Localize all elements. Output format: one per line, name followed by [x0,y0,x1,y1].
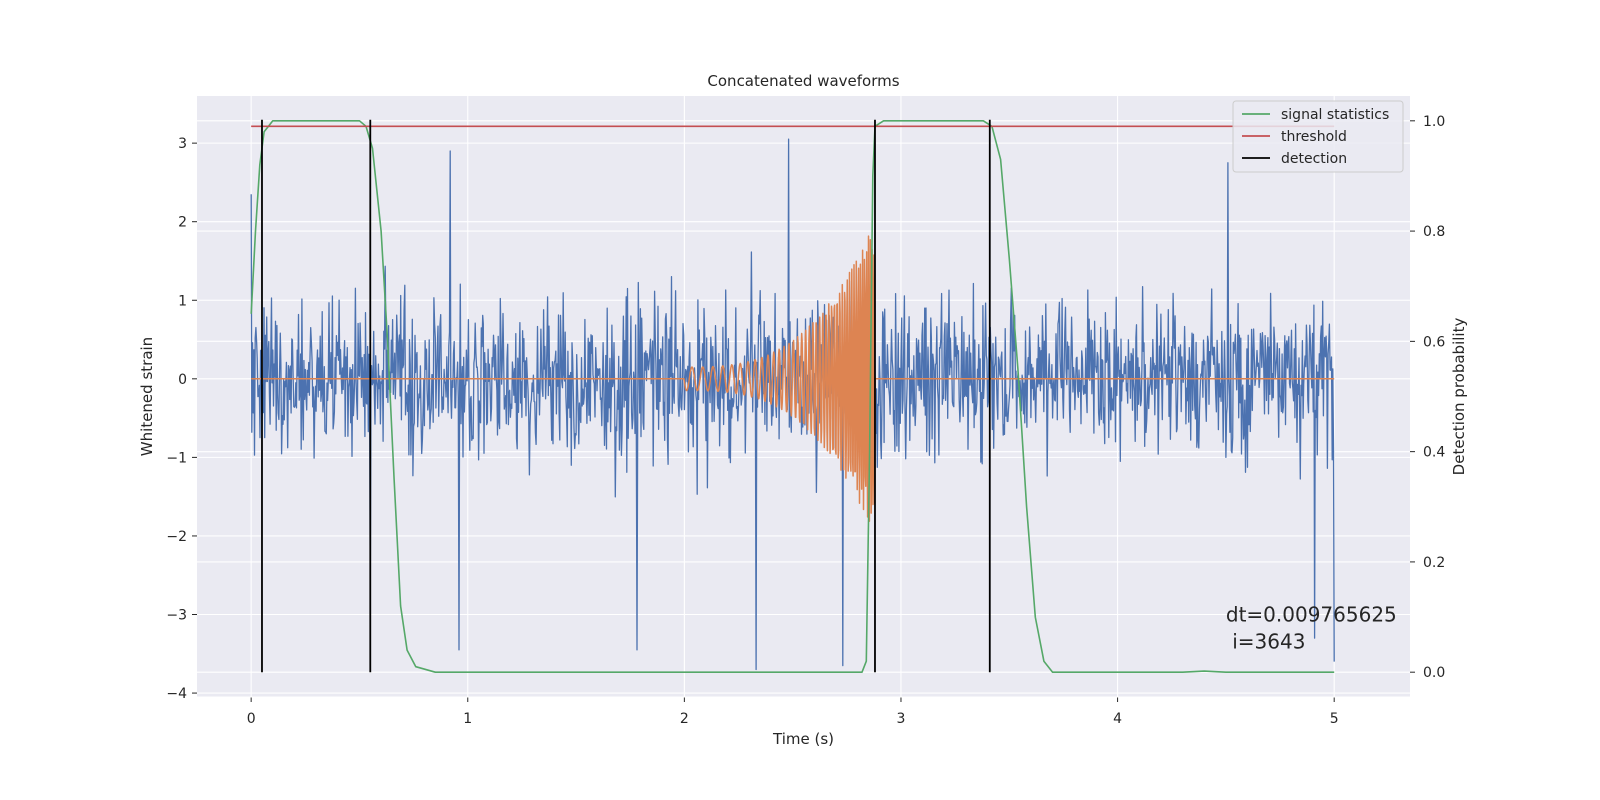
y-tick-label: −2 [166,529,187,545]
ticks: 0 1 2 3 4 5 −4 −3 −2 −1 0 1 2 3 0.0 0.2 0.4 0.6 0.8 1.0 [166,114,1445,727]
x-tick-label: 2 [680,711,689,727]
x-tick-label: 4 [1113,711,1122,727]
y-tick-label: −1 [166,450,187,466]
y-tick-label: 3 [178,136,187,152]
y2-tick-label: 0.2 [1423,555,1445,571]
annotation-index: i=3643 [1226,630,1306,654]
signal-statistics-line [250,120,1335,674]
x-tick-label: 3 [897,711,906,727]
y-axis-label: Whitened strain [138,337,156,456]
legend-label-threshold: threshold [1281,129,1347,145]
legend-label-detection: detection [1281,151,1347,167]
legend: signal statistics threshold detection [1232,100,1404,173]
y2-tick-label: 0.6 [1423,334,1445,350]
y2-axis-label: Detection probability [1450,318,1468,476]
y2-tick-label: 0.8 [1423,224,1445,240]
x-tick-label: 1 [463,711,472,727]
x-tick-label: 0 [247,711,256,727]
y2-tick-label: 0.4 [1423,445,1445,461]
template-line [250,235,1335,522]
x-tick-label: 5 [1330,711,1339,727]
y-tick-label: 2 [178,215,187,231]
x-axis-label: Time (s) [772,730,834,748]
plot-content [250,119,1335,674]
y-tick-label: −4 [166,686,187,702]
y-tick-label: 1 [178,293,187,309]
y-tick-label: 0 [178,372,187,388]
legend-label-signal-statistics: signal statistics [1281,107,1389,123]
chart-title: Concatenated waveforms [707,72,899,90]
y-tick-label: −3 [166,608,187,624]
y2-tick-label: 1.0 [1423,114,1445,130]
y2-tick-label: 0.0 [1423,665,1445,681]
annotation-dt: dt=0.009765625 [1226,603,1397,627]
legend-box [1232,100,1404,173]
